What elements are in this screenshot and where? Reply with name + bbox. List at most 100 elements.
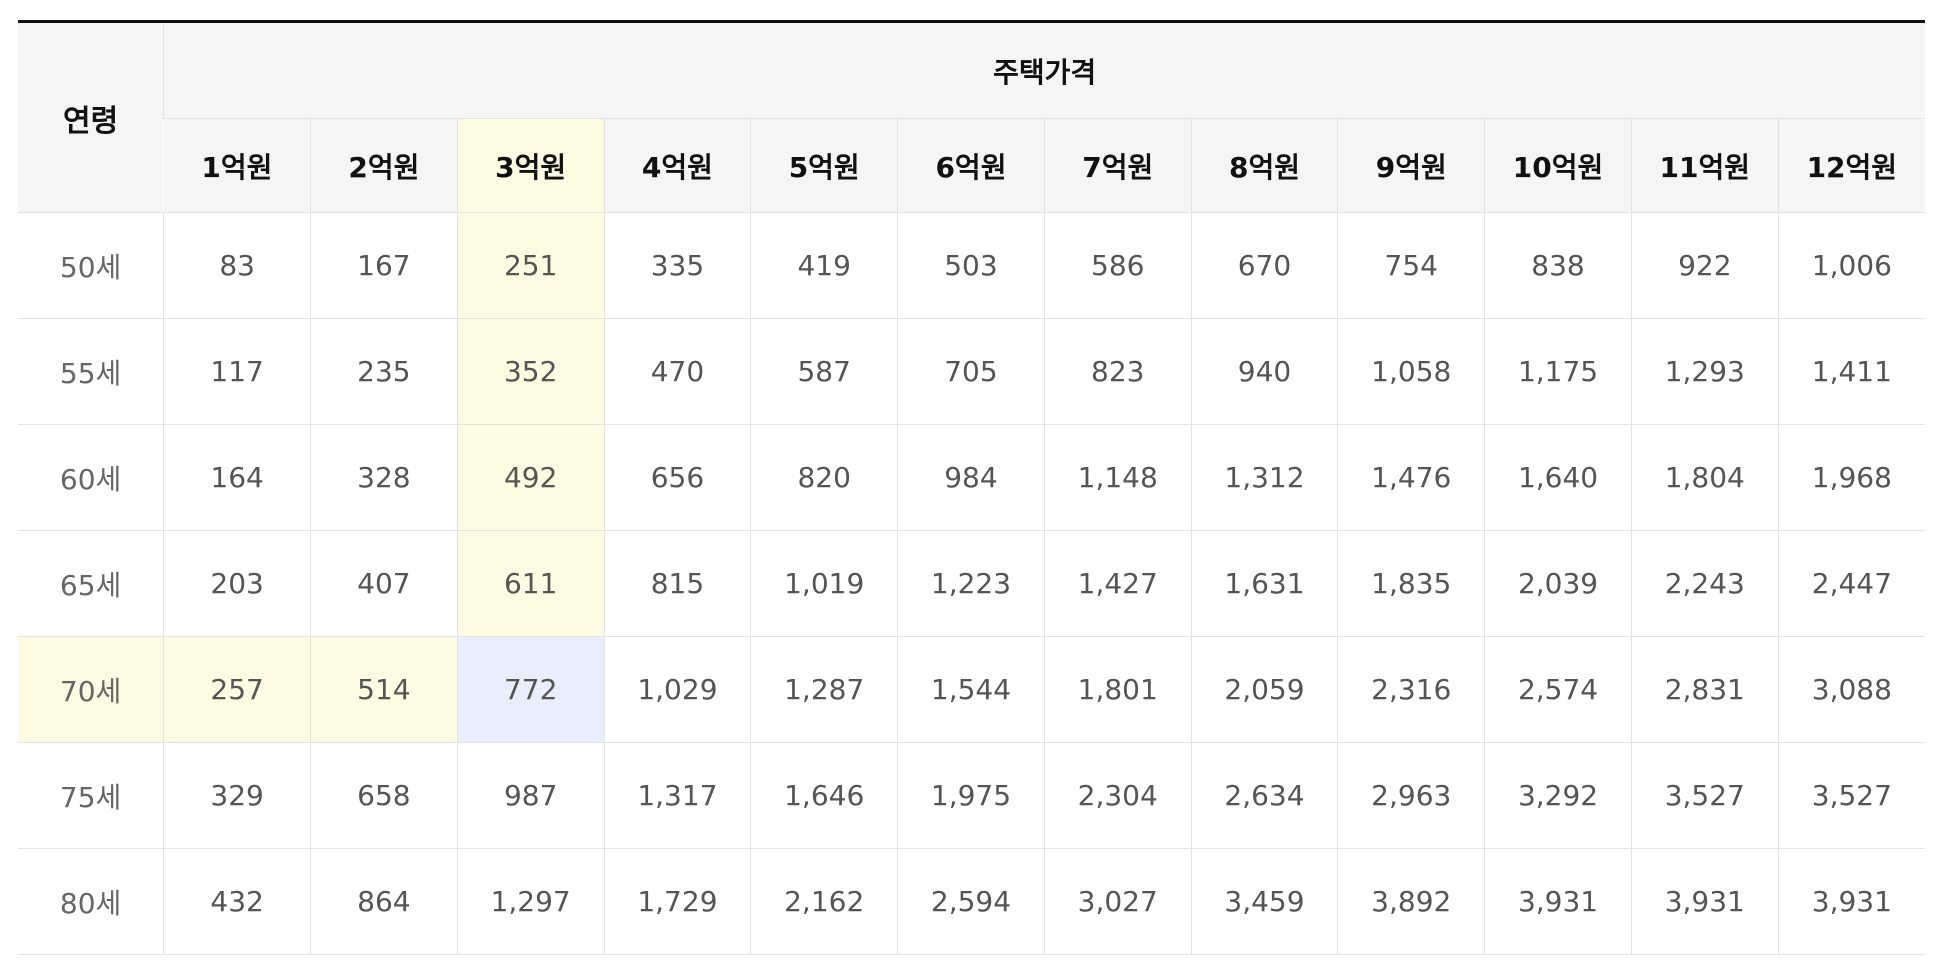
value-cell: 586 bbox=[1043, 212, 1192, 319]
value-cell: 352 bbox=[456, 318, 605, 425]
value-cell: 2,574 bbox=[1484, 636, 1632, 743]
value-cell: 2,316 bbox=[1337, 636, 1485, 743]
value-cell: 940 bbox=[1190, 318, 1338, 425]
value-cell: 2,243 bbox=[1630, 530, 1779, 637]
value-cell: 864 bbox=[310, 848, 458, 955]
value-cell: 611 bbox=[456, 530, 605, 637]
age-cell: 80세 bbox=[18, 848, 164, 955]
value-cell: 1,317 bbox=[603, 742, 751, 849]
value-cell: 1,975 bbox=[897, 742, 1045, 849]
value-cell: 1,312 bbox=[1190, 424, 1338, 531]
value-cell: 2,447 bbox=[1777, 530, 1925, 637]
price-column-header: 9억원 bbox=[1337, 118, 1485, 213]
value-cell: 1,968 bbox=[1777, 424, 1925, 531]
value-cell: 1,029 bbox=[603, 636, 751, 743]
value-cell: 3,931 bbox=[1630, 848, 1779, 955]
age-cell: 60세 bbox=[18, 424, 164, 531]
value-cell: 1,058 bbox=[1337, 318, 1485, 425]
value-cell: 2,162 bbox=[750, 848, 898, 955]
value-cell: 1,646 bbox=[750, 742, 898, 849]
value-cell: 1,729 bbox=[603, 848, 751, 955]
value-cell: 235 bbox=[310, 318, 458, 425]
price-column-header: 10억원 bbox=[1484, 118, 1632, 213]
value-cell: 1,411 bbox=[1777, 318, 1925, 425]
value-cell: 2,963 bbox=[1337, 742, 1485, 849]
table-body: 50세 83 167 251 335 419 503 586 670 754 838 922 1,006… bbox=[18, 212, 1925, 955]
price-column-header: 6억원 bbox=[897, 118, 1045, 213]
value-cell: 1,223 bbox=[897, 530, 1045, 637]
value-cell: 3,892 bbox=[1337, 848, 1485, 955]
table-row: 75세 329 658 987 1,317 1,646 1,975 2,304 2,634 2,9… bbox=[18, 742, 1925, 849]
value-cell: 503 bbox=[897, 212, 1045, 319]
value-cell: 1,476 bbox=[1337, 424, 1485, 531]
age-cell: 75세 bbox=[18, 742, 164, 849]
value-cell: 1,297 bbox=[456, 848, 605, 955]
table-row: 65세 203 407 611 815 1,019 1,223 1,427 1,631 1,835… bbox=[18, 530, 1925, 637]
value-cell: 3,027 bbox=[1043, 848, 1192, 955]
value-cell: 658 bbox=[310, 742, 458, 849]
header-group-row: 연령 주택가격 bbox=[18, 21, 1925, 213]
value-cell: 470 bbox=[603, 318, 751, 425]
price-column-header: 2억원 bbox=[310, 118, 458, 213]
value-cell: 2,059 bbox=[1190, 636, 1338, 743]
value-cell: 257 bbox=[163, 636, 311, 743]
value-cell: 1,835 bbox=[1337, 530, 1485, 637]
value-cell: 2,831 bbox=[1630, 636, 1779, 743]
value-cell: 514 bbox=[310, 636, 458, 743]
value-cell: 754 bbox=[1337, 212, 1485, 319]
value-cell: 1,544 bbox=[897, 636, 1045, 743]
value-cell: 656 bbox=[603, 424, 751, 531]
value-cell: 1,019 bbox=[750, 530, 898, 637]
pension-table: 연령 주택가격 1억원 2억원 3억원 4억원 5억원 6억원 7억원 8억원 9억원 10억원 1… bbox=[18, 20, 1925, 955]
age-cell: 55세 bbox=[18, 318, 164, 425]
value-cell: 1,006 bbox=[1777, 212, 1925, 319]
value-cell: 3,931 bbox=[1777, 848, 1925, 955]
value-cell: 1,175 bbox=[1484, 318, 1632, 425]
value-cell: 329 bbox=[163, 742, 311, 849]
table-header: 연령 주택가격 1억원 2억원 3억원 4억원 5억원 6억원 7억원 8억원 9억원 10억원 1… bbox=[18, 21, 1925, 213]
price-column-header: 5억원 bbox=[750, 118, 898, 213]
value-cell: 3,459 bbox=[1190, 848, 1338, 955]
value-cell: 820 bbox=[750, 424, 898, 531]
value-cell: 3,088 bbox=[1777, 636, 1925, 743]
table-row: 50세 83 167 251 335 419 503 586 670 754 838 922 1,006 bbox=[18, 212, 1925, 319]
value-cell: 492 bbox=[456, 424, 605, 531]
value-cell: 922 bbox=[1630, 212, 1779, 319]
value-cell: 407 bbox=[310, 530, 458, 637]
house-price-header-row: 1억원 2억원 3억원 4억원 5억원 6억원 7억원 8억원 9억원 10억원 11억원 12억원 bbox=[18, 118, 1925, 213]
value-cell: 167 bbox=[310, 212, 458, 319]
age-cell: 65세 bbox=[18, 530, 164, 637]
value-cell: 838 bbox=[1484, 212, 1632, 319]
table-row: 80세 432 864 1,297 1,729 2,162 2,594 3,027 3,459 3… bbox=[18, 848, 1925, 955]
value-cell: 2,594 bbox=[897, 848, 1045, 955]
value-cell: 2,634 bbox=[1190, 742, 1338, 849]
value-cell: 3,527 bbox=[1630, 742, 1779, 849]
price-column-header: 3억원 bbox=[456, 118, 605, 213]
age-cell: 50세 bbox=[18, 212, 164, 319]
value-cell: 1,287 bbox=[750, 636, 898, 743]
value-cell: 419 bbox=[750, 212, 898, 319]
value-cell: 203 bbox=[163, 530, 311, 637]
value-cell: 335 bbox=[603, 212, 751, 319]
value-cell: 432 bbox=[163, 848, 311, 955]
value-cell: 984 bbox=[897, 424, 1045, 531]
value-cell: 1,293 bbox=[1630, 318, 1779, 425]
price-column-header: 12억원 bbox=[1777, 118, 1925, 213]
value-cell: 1,148 bbox=[1043, 424, 1192, 531]
value-cell: 2,039 bbox=[1484, 530, 1632, 637]
value-cell: 1,801 bbox=[1043, 636, 1192, 743]
value-cell: 1,427 bbox=[1043, 530, 1192, 637]
price-column-header: 11억원 bbox=[1630, 118, 1779, 213]
price-column-header: 7억원 bbox=[1043, 118, 1192, 213]
table-row: 60세 164 328 492 656 820 984 1,148 1,312 1,476 1,64… bbox=[18, 424, 1925, 531]
price-column-header: 1억원 bbox=[163, 118, 311, 213]
house-price-group-header: 주택가격 bbox=[163, 21, 1925, 119]
value-cell: 987 bbox=[456, 742, 605, 849]
value-cell: 3,292 bbox=[1484, 742, 1632, 849]
value-cell: 823 bbox=[1043, 318, 1192, 425]
table-row: 55세 117 235 352 470 587 705 823 940 1,058 1,175 1,2… bbox=[18, 318, 1925, 425]
price-column-header: 8억원 bbox=[1190, 118, 1338, 213]
value-cell: 705 bbox=[897, 318, 1045, 425]
value-cell: 117 bbox=[163, 318, 311, 425]
value-cell: 328 bbox=[310, 424, 458, 531]
